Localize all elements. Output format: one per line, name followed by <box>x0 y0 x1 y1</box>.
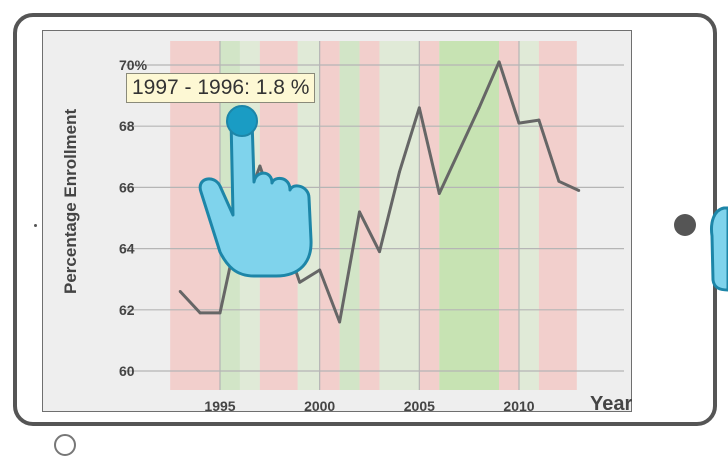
y-tick-label: 68 <box>119 118 135 134</box>
band-9 <box>419 41 439 390</box>
x-tick-label: 2000 <box>304 398 335 414</box>
data-point <box>418 106 421 109</box>
data-point <box>557 180 560 183</box>
data-point <box>318 269 321 272</box>
data-point <box>538 119 541 122</box>
x-tick-label: 2010 <box>503 398 534 414</box>
y-axis-title: Percentage Enrollment <box>61 108 80 294</box>
data-point <box>438 192 441 195</box>
band-10 <box>439 41 499 390</box>
data-point <box>378 250 381 253</box>
data-point <box>298 281 301 284</box>
y-tick-label: 60 <box>119 363 135 379</box>
band-12 <box>519 41 539 390</box>
data-point <box>478 106 481 109</box>
data-point <box>518 122 521 125</box>
data-point <box>577 189 580 192</box>
data-point <box>358 210 361 213</box>
band-6 <box>340 41 360 390</box>
y-tick-label: 66 <box>119 179 135 195</box>
y-tick-label: 62 <box>119 302 135 318</box>
data-tooltip: 1997 - 1996: 1.8 % <box>126 73 315 103</box>
data-point <box>498 61 501 64</box>
band-5 <box>320 41 340 390</box>
data-point <box>179 290 182 293</box>
data-point <box>258 165 261 168</box>
line-chart: 60 62 64 66 68 70% 1995 2000 2005 2010 Year Perce… <box>0 0 728 446</box>
y-tick-label: 70% <box>119 57 148 73</box>
hand-icon <box>712 208 728 290</box>
band-13 <box>539 41 577 390</box>
x-tick-label: 1995 <box>204 398 235 414</box>
data-point <box>398 171 401 174</box>
data-point <box>199 311 202 314</box>
x-tick-label: 2005 <box>404 398 435 414</box>
band-8 <box>379 41 419 390</box>
data-point <box>338 321 341 324</box>
x-axis-title: Year <box>590 393 632 415</box>
data-point <box>458 149 461 152</box>
data-point <box>219 311 222 314</box>
y-tick-label: 64 <box>119 241 135 257</box>
